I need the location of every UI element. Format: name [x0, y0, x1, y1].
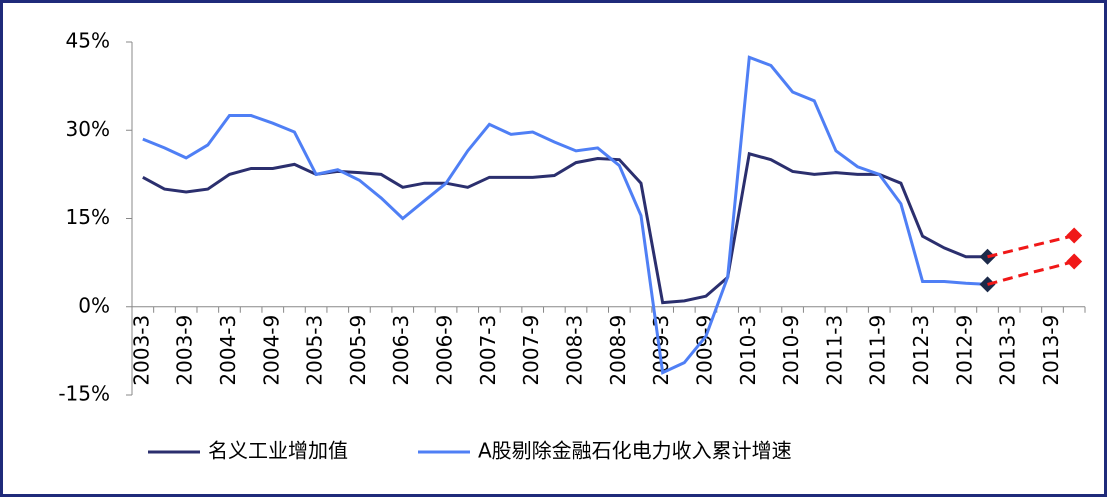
- x-tick-label: 2004-9: [259, 315, 283, 386]
- x-tick-label: 2012-9: [952, 315, 976, 386]
- x-tick-label: 2013-3: [996, 315, 1020, 386]
- x-tick-label: 2010-3: [736, 315, 760, 386]
- x-tick-label: 2009-9: [692, 315, 716, 386]
- x-tick-label: 2005-3: [303, 315, 327, 386]
- end-marker: [1066, 253, 1083, 270]
- y-tick-label: 15%: [66, 205, 110, 229]
- x-tick-label: 2010-9: [779, 315, 803, 386]
- x-tick-label: 2011-9: [866, 315, 890, 386]
- x-tick-label: 2012-3: [909, 315, 933, 386]
- y-tick-label: 0%: [78, 293, 110, 317]
- x-tick-label: 2007-9: [519, 315, 543, 386]
- x-tick-label: 2006-3: [389, 315, 413, 386]
- x-tick-label: 2003-9: [173, 315, 197, 386]
- legend-label: A股剔除金融石化电力收入累计增速: [478, 439, 792, 463]
- y-tick-label: 45%: [66, 29, 110, 53]
- y-tick-label: -15%: [58, 382, 110, 406]
- x-tick-label: 2013-9: [1039, 315, 1063, 386]
- x-tick-label: 2007-3: [476, 315, 500, 386]
- y-tick-label: 30%: [66, 117, 110, 141]
- x-tick-label: 2011-3: [822, 315, 846, 386]
- x-tick-label: 2008-3: [563, 315, 587, 386]
- x-tick-label: 2008-9: [606, 315, 630, 386]
- series-line: [142, 55, 988, 375]
- x-tick-label: 2003-3: [129, 315, 153, 386]
- x-tick-label: 2004-3: [216, 315, 240, 386]
- x-tick-label: 2006-9: [433, 315, 457, 386]
- x-tick-label: 2005-9: [346, 315, 370, 386]
- end-marker: [1066, 227, 1083, 244]
- x-tick-label: 2009-3: [649, 315, 673, 386]
- series-line: [142, 151, 988, 305]
- legend-label: 名义工业增加值: [208, 439, 348, 463]
